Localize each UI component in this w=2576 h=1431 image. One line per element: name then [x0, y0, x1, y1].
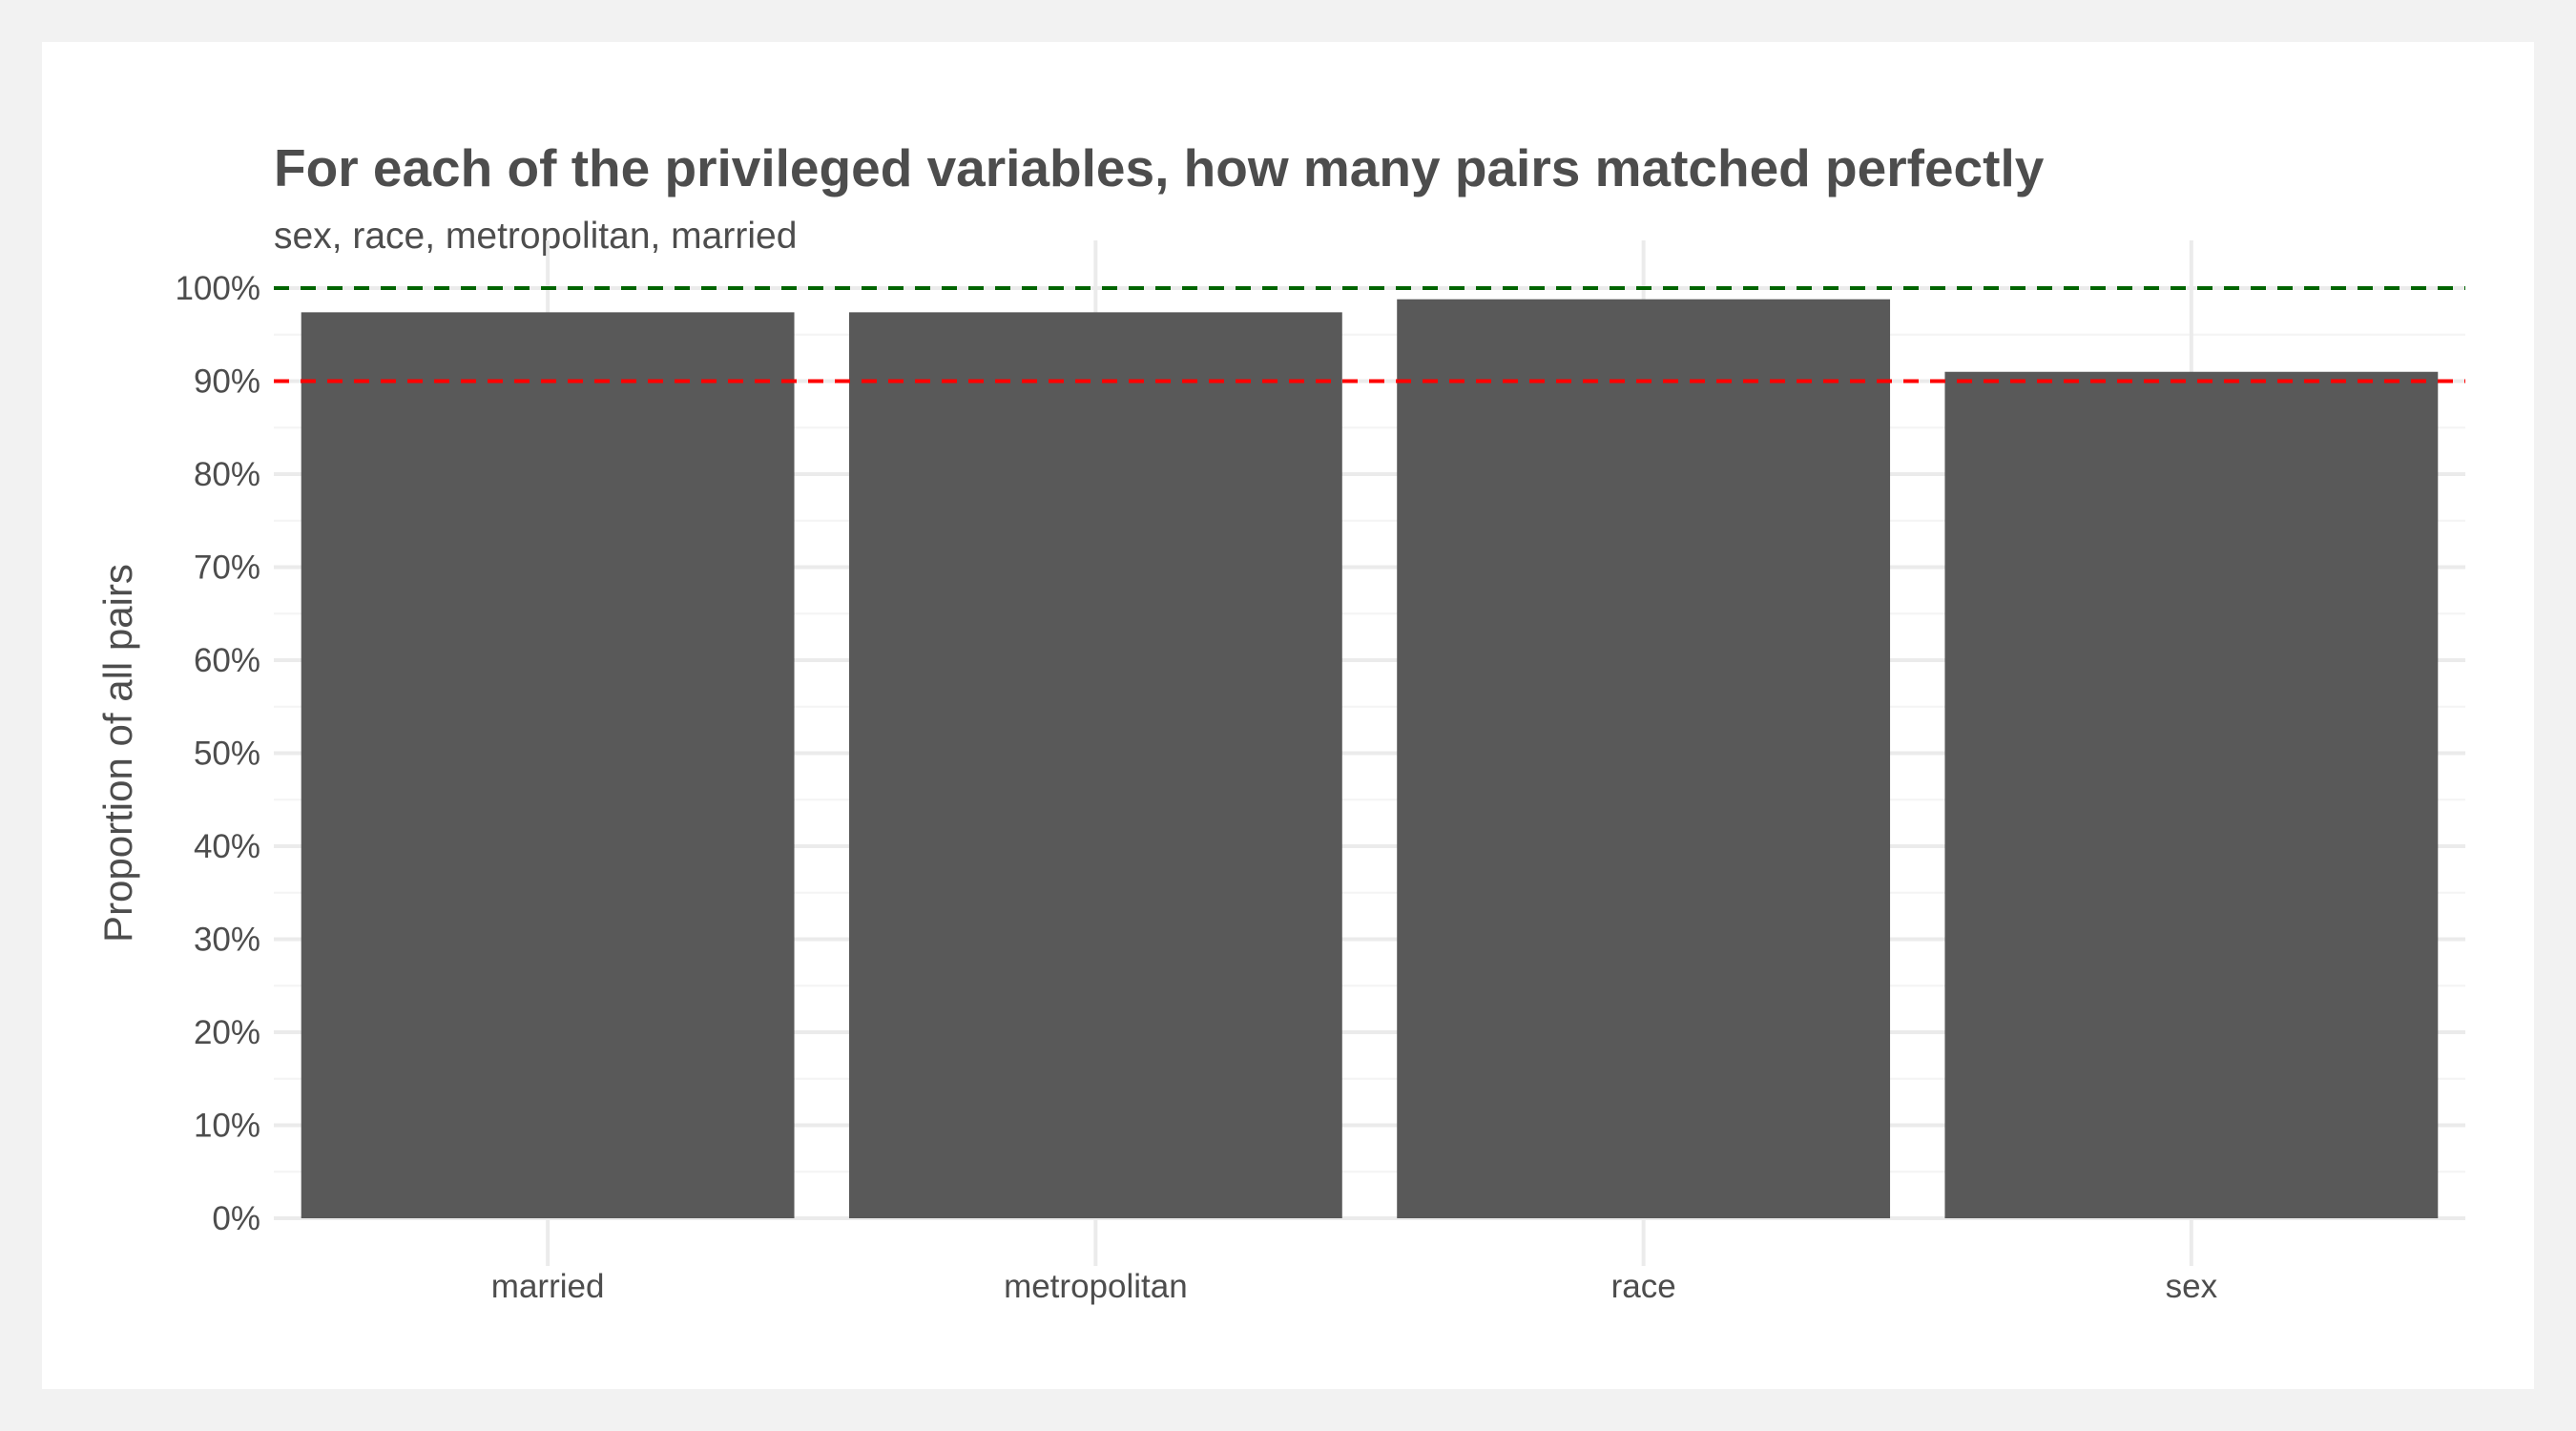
y-tick-label: 20%	[194, 1014, 260, 1051]
x-tick-label: race	[1611, 1268, 1676, 1305]
y-tick-label: 50%	[194, 736, 260, 773]
y-tick-label: 80%	[194, 456, 260, 493]
y-tick-label: 10%	[194, 1108, 260, 1145]
y-tick-label: 90%	[194, 363, 260, 401]
x-tick-label: sex	[2166, 1268, 2218, 1305]
chart-panel: For each of the privileged variables, ho…	[42, 42, 2534, 1389]
bar-married	[301, 312, 795, 1219]
bar-race	[1397, 299, 1891, 1218]
chart-subtitle: sex, race, metropolitan, married	[274, 216, 798, 257]
y-tick-label: 60%	[194, 642, 260, 679]
bar-metropolitan	[848, 312, 1342, 1219]
x-tick-label: metropolitan	[1004, 1268, 1188, 1305]
bar-chart: 0% 10% 20% 30% 40% 50% 60% 70% 80% 90% 100% married…	[95, 240, 2465, 1305]
bar-sex	[1944, 371, 2439, 1218]
x-tick-label: married	[491, 1268, 605, 1305]
y-tick-label: 70%	[194, 550, 260, 587]
y-tick-label: 30%	[194, 922, 260, 959]
y-tick-label: 100%	[175, 270, 260, 307]
chart-title: For each of the privileged variables, ho…	[274, 138, 2045, 197]
y-axis-title: Proportion of all pairs	[95, 564, 140, 943]
y-tick-label: 40%	[194, 828, 260, 865]
y-tick-label: 0%	[212, 1200, 260, 1237]
